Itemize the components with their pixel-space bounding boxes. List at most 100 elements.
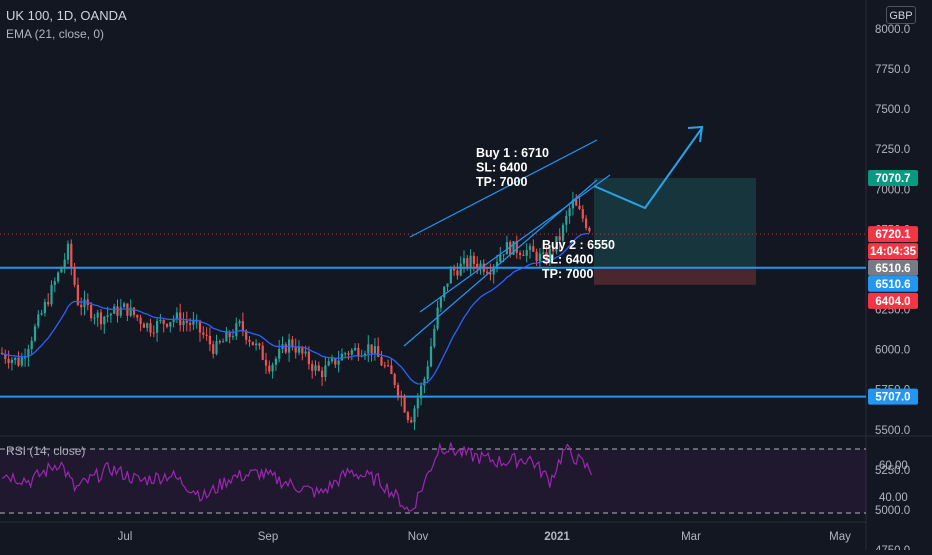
candle-body <box>271 364 274 372</box>
candle-body <box>363 353 367 356</box>
price-tick-label: 7250.0 <box>875 144 910 156</box>
candle-body <box>525 250 528 256</box>
candle-body <box>373 346 376 354</box>
candle-body <box>175 312 178 319</box>
candle-body <box>245 330 248 340</box>
candle-body <box>129 307 132 316</box>
candle-body <box>492 266 495 275</box>
price-tick-label: 7500.0 <box>875 104 910 116</box>
price-tag-label: 5707.0 <box>875 392 910 404</box>
price-tick-label: 5500.0 <box>875 425 910 437</box>
buy2-note-line: TP: 7000 <box>542 267 593 281</box>
candle-body <box>152 332 155 334</box>
candle-body <box>189 322 192 325</box>
projection-arrowhead <box>687 125 704 143</box>
candle-body <box>466 258 469 267</box>
candle-body <box>208 335 211 345</box>
candle-body <box>225 332 228 342</box>
candle-body <box>96 312 99 318</box>
buy1-note-line: Buy 1 : 6710 <box>476 146 549 160</box>
candle-body <box>515 241 518 253</box>
candle-body <box>403 397 406 413</box>
channel-upper-line <box>409 139 598 238</box>
candle-body <box>248 339 251 342</box>
currency-button[interactable]: GBP <box>886 6 916 24</box>
candle-body <box>66 243 70 260</box>
candle-body <box>446 283 449 287</box>
projection-path <box>593 127 703 210</box>
candle-body <box>370 344 373 354</box>
candle-body <box>93 317 96 319</box>
candle-body <box>545 252 548 263</box>
candle-body <box>581 209 584 219</box>
candle-body <box>588 227 591 232</box>
candle-body <box>561 224 565 241</box>
candle-body <box>575 199 578 206</box>
candle-body <box>14 357 17 360</box>
candle-body <box>123 303 126 308</box>
candle-body <box>156 320 159 333</box>
price-tag <box>868 275 918 292</box>
rsi-line <box>1 442 593 512</box>
candle-body <box>505 241 508 255</box>
candle-body <box>198 320 202 333</box>
price-tick-label: 5250.0 <box>875 465 910 477</box>
candle-body <box>76 284 79 305</box>
candle-body <box>146 323 149 328</box>
candle-body <box>291 339 294 348</box>
candle-body <box>377 346 380 357</box>
candle-body <box>251 341 254 346</box>
rsi-legend[interactable]: RSI (14, close) <box>6 444 86 458</box>
time-tick-label: Sep <box>258 531 278 543</box>
candle-body <box>429 346 433 367</box>
buy1-note-line: TP: 7000 <box>476 175 527 189</box>
candle-body <box>103 316 106 325</box>
candle-body <box>30 340 33 350</box>
candle-body <box>482 263 485 272</box>
candle-body <box>301 347 304 354</box>
candle-body <box>367 344 370 354</box>
time-tick-label: 2021 <box>544 531 570 543</box>
candle-body <box>344 353 347 355</box>
time-tick-label: Mar <box>681 531 701 543</box>
candle-body <box>43 302 46 314</box>
candle-body <box>169 322 172 327</box>
candle-body <box>106 315 109 317</box>
candle-body <box>578 205 581 210</box>
candle-body <box>255 343 258 346</box>
candle-body <box>231 336 235 338</box>
candle-body <box>165 323 169 327</box>
price-tag <box>868 243 918 260</box>
candle-body <box>330 358 334 362</box>
candle-body <box>17 357 20 366</box>
candle-body <box>60 267 63 273</box>
candle-body <box>532 246 535 252</box>
candle-body <box>396 384 400 396</box>
channel-mid-line <box>419 174 611 313</box>
candle-body <box>159 320 162 322</box>
symbol-legend[interactable]: UK 100, 1D, OANDA <box>6 8 127 23</box>
candle-body <box>109 313 112 316</box>
candle-body <box>73 267 76 285</box>
candle-body <box>334 358 337 365</box>
candle-body <box>212 344 215 354</box>
candle-body <box>571 199 574 209</box>
ema-legend[interactable]: EMA (21, close, 0) <box>6 27 105 41</box>
candle-body <box>264 359 268 366</box>
candle-body <box>433 328 436 347</box>
candle-body <box>479 263 482 269</box>
candle-body <box>222 341 225 343</box>
candle-body <box>413 408 416 423</box>
candle-body <box>4 353 7 360</box>
rsi-band <box>0 449 866 513</box>
candle-body <box>274 358 277 365</box>
candle-body <box>185 320 188 323</box>
candle-body <box>241 321 244 331</box>
candle-body <box>327 361 330 366</box>
candle-body <box>535 251 538 262</box>
candle-body <box>182 320 185 326</box>
candle-body <box>317 365 320 371</box>
candle-body <box>172 318 175 323</box>
